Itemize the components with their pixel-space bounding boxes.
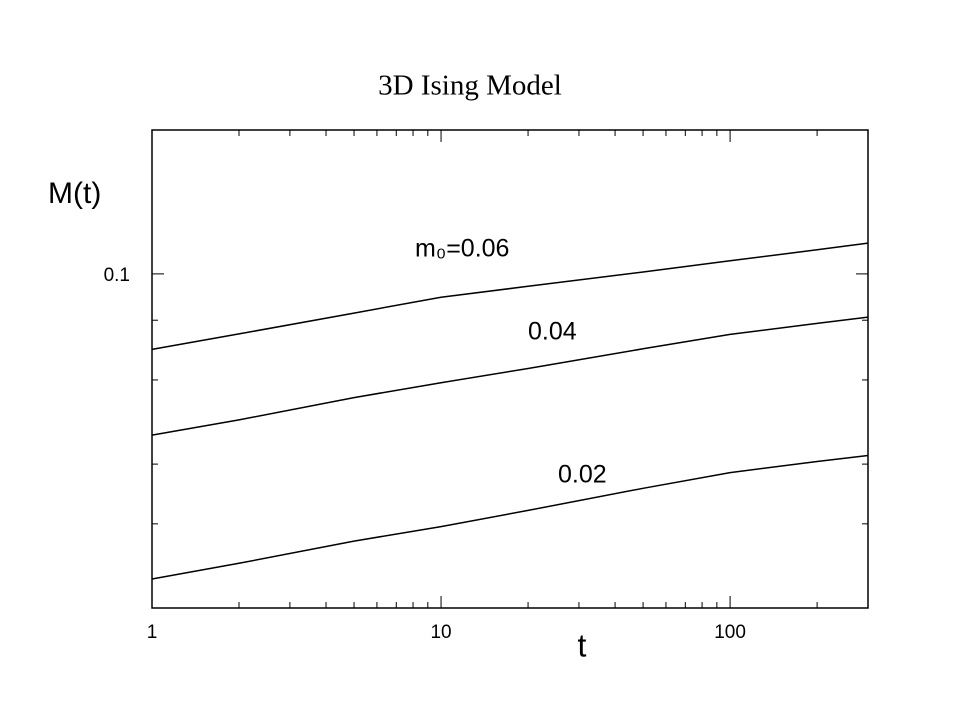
x-tick-label: 10 — [430, 622, 451, 643]
series-line — [151, 242, 869, 351]
plot-frame — [151, 129, 869, 609]
x-tick-label: 1 — [147, 622, 158, 643]
x-axis-label: t — [578, 627, 587, 663]
y-axis-label: M(t) — [48, 177, 101, 210]
chart-title: 3D Ising Model — [378, 70, 562, 102]
x-tick-label: 100 — [714, 622, 746, 643]
series-line — [151, 316, 869, 436]
series-label: 0.04 — [528, 318, 577, 346]
series-label: m₀=0.06 — [415, 235, 509, 263]
series-line — [151, 454, 869, 580]
series-label: 0.02 — [558, 461, 607, 489]
y-tick-label: 0.1 — [104, 265, 130, 286]
